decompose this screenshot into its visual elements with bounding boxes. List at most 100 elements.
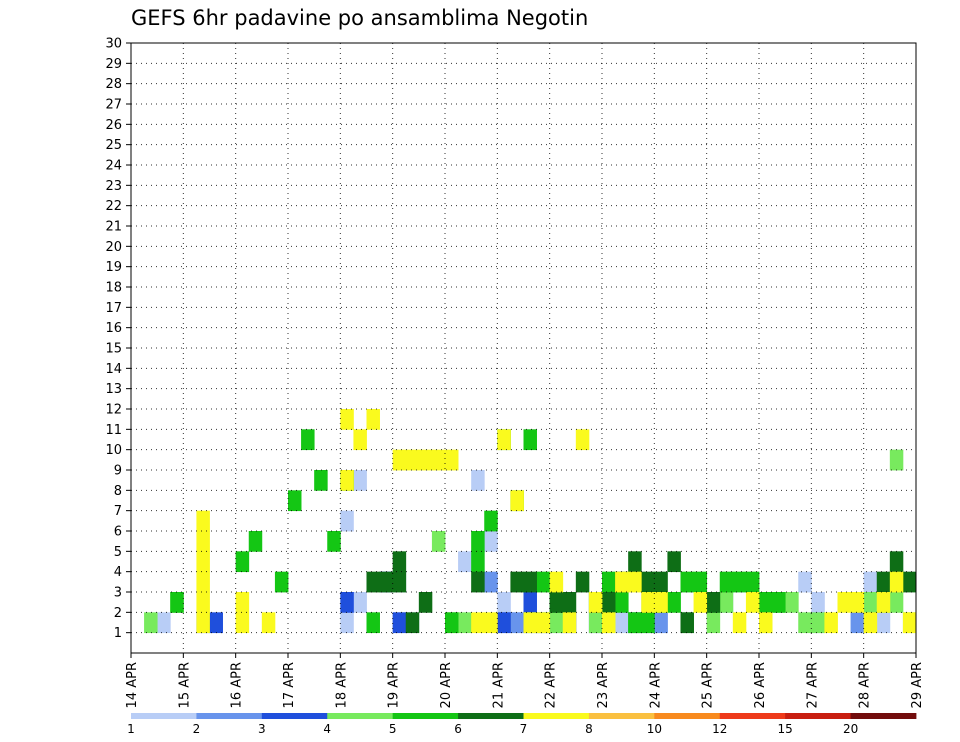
heatmap-cell [719, 592, 734, 613]
heatmap-cell [667, 592, 681, 613]
heatmap-cell [602, 592, 616, 613]
y-tick-label: 4 [114, 565, 122, 580]
y-tick-label: 19 [105, 260, 122, 275]
y-axis-ticks: 1234567891011121314151617181920212223242… [105, 37, 131, 641]
heatmap-cell [288, 490, 302, 512]
heatmap-cell [889, 592, 904, 613]
legend-label: 20 [843, 722, 858, 736]
heatmap-cell [811, 592, 825, 613]
heatmap-cell [196, 551, 210, 573]
heatmap-cell [732, 612, 747, 634]
legend-label: 1 [127, 722, 135, 736]
heatmap-cell [863, 612, 878, 634]
heatmap-cell [510, 490, 524, 512]
legend-swatch [131, 713, 197, 719]
heatmap-cell [693, 592, 708, 613]
heatmap-cell [366, 612, 380, 634]
heatmap-cell [144, 612, 158, 634]
heatmap-cell [196, 592, 210, 613]
y-tick-label: 3 [114, 586, 122, 601]
heatmap-cell [340, 470, 354, 491]
heatmap-cell [497, 429, 511, 451]
heatmap-cell [798, 571, 812, 593]
heatmap-cell [392, 551, 407, 573]
heatmap-cell [497, 592, 511, 613]
y-tick-label: 11 [105, 423, 122, 438]
heatmap-cell [196, 531, 210, 552]
x-tick-label: 22 APR [544, 662, 559, 708]
heatmap-cell [889, 571, 904, 593]
heatmap-cell [340, 510, 354, 532]
heatmap-cell [392, 449, 407, 471]
heatmap-cell [301, 429, 315, 451]
y-tick-label: 10 [105, 443, 122, 458]
y-tick-label: 7 [114, 504, 122, 519]
y-tick-label: 15 [105, 342, 122, 357]
legend-swatch [719, 713, 786, 719]
heatmap-cell [628, 571, 642, 593]
legend-swatch [458, 713, 524, 719]
heatmap-cell [615, 612, 629, 634]
heatmap-cell [680, 571, 694, 593]
heatmap-cell [549, 612, 564, 634]
heatmap-cell [562, 592, 577, 613]
heatmap-cell [353, 429, 367, 451]
heatmap-cell [431, 449, 446, 471]
heatmap-cells [144, 409, 917, 634]
heatmap-cell [366, 571, 380, 593]
heatmap-cell [745, 592, 760, 613]
heatmap-cell [445, 612, 459, 634]
heatmap-cell [418, 592, 433, 613]
heatmap-cell [902, 612, 917, 634]
heatmap-cell [340, 592, 354, 613]
heatmap-cell [759, 592, 773, 613]
y-tick-label: 30 [105, 37, 122, 52]
heatmap-cell [484, 510, 498, 532]
heatmap-cell [523, 429, 537, 451]
heatmap-cell [497, 612, 511, 634]
heatmap-cell [837, 592, 851, 613]
x-tick-label: 16 APR [230, 662, 245, 708]
grid-lines [131, 42, 916, 653]
heatmap-cell [340, 409, 354, 430]
y-tick-label: 17 [105, 301, 122, 316]
heatmap-cell [274, 571, 289, 593]
heatmap-cell [759, 612, 773, 634]
heatmap-cell [588, 592, 603, 613]
heatmap-cell [484, 612, 498, 634]
legend-label: 10 [647, 722, 662, 736]
heatmap-cell [431, 531, 446, 552]
heatmap-cell [471, 612, 485, 634]
heatmap-cell [641, 612, 655, 634]
heatmap-cell [209, 612, 223, 634]
heatmap-cell [353, 592, 367, 613]
heatmap-cell [471, 531, 485, 552]
heatmap-cell [615, 592, 629, 613]
x-axis-ticks: 14 APR 15 APR 16 APR 17 APR 18 APR 19 APR 20 A… [125, 653, 925, 708]
heatmap-cell [745, 571, 760, 593]
legend-label: 6 [454, 722, 462, 736]
x-tick-label: 19 APR [387, 662, 402, 708]
heatmap-cell [484, 531, 498, 552]
heatmap-cell [235, 592, 250, 613]
heatmap-cell [654, 612, 668, 634]
heatmap-cell [248, 531, 263, 552]
heatmap-cell [693, 571, 708, 593]
legend-swatch [392, 713, 459, 719]
heatmap-cell [667, 551, 681, 573]
heatmap-cell [523, 592, 537, 613]
y-tick-label: 5 [114, 545, 122, 560]
heatmap-cell [772, 592, 786, 613]
heatmap-cell [798, 612, 812, 634]
chart-title: GEFS 6hr padavine po ansamblima Negotin [131, 6, 588, 30]
y-tick-label: 25 [105, 138, 122, 153]
x-tick-label: 24 APR [648, 662, 663, 708]
legend-label: 15 [778, 722, 793, 736]
heatmap-cell [850, 592, 865, 613]
y-tick-label: 24 [105, 159, 122, 174]
heatmap-cell [654, 592, 668, 613]
x-tick-label: 27 APR [805, 662, 820, 708]
heatmap-cell [523, 571, 537, 593]
x-tick-label: 14 APR [125, 662, 140, 708]
